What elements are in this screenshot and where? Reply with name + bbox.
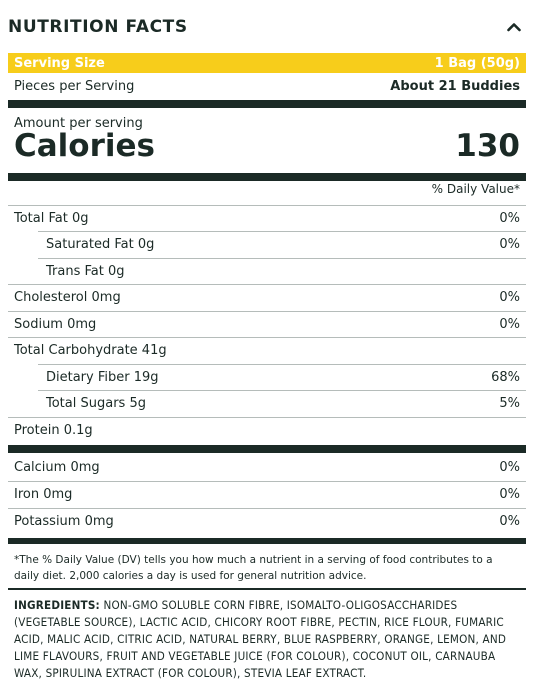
calories-label: Calories bbox=[14, 128, 155, 164]
nutrient-dv: 0% bbox=[499, 290, 520, 305]
nutrient-label: Cholesterol 0mg bbox=[14, 290, 121, 305]
panel-title: NUTRITION FACTS bbox=[8, 17, 188, 37]
pieces-per-serving-row: Pieces per Serving About 21 Buddies bbox=[8, 75, 526, 97]
nutrient-label: Calcium 0mg bbox=[14, 459, 100, 475]
ingredients-heading: INGREDIENTS: bbox=[14, 598, 100, 612]
nutrient-dv: 0% bbox=[499, 211, 520, 226]
nutrient-dv: 0% bbox=[499, 459, 520, 475]
chevron-up-icon[interactable] bbox=[502, 15, 526, 39]
pieces-label: Pieces per Serving bbox=[14, 78, 135, 94]
nutrient-label: Total Sugars 5g bbox=[46, 396, 146, 411]
panel-header[interactable]: NUTRITION FACTS bbox=[8, 10, 526, 44]
calories-row: Calories 130 bbox=[14, 128, 520, 164]
nutrient-label: Total Carbohydrate 41g bbox=[14, 343, 167, 358]
divider-thick bbox=[8, 445, 526, 453]
nutrient-row-total-sugars: Total Sugars 5g 5% bbox=[38, 390, 526, 416]
serving-size-label: Serving Size bbox=[14, 55, 105, 71]
divider-thick bbox=[8, 538, 526, 544]
nutrient-dv: 0% bbox=[499, 237, 520, 252]
nutrient-label: Sodium 0mg bbox=[14, 317, 97, 332]
divider-thick bbox=[8, 173, 526, 181]
nutrient-label: Total Fat 0g bbox=[14, 211, 89, 226]
nutrient-row-potassium: Potassium 0mg 0% bbox=[8, 508, 526, 534]
calories-value: 130 bbox=[455, 128, 520, 164]
nutrient-label: Dietary Fiber 19g bbox=[46, 370, 159, 385]
nutrient-row-cholesterol: Cholesterol 0mg 0% bbox=[8, 284, 526, 310]
nutrient-row-dietary-fiber: Dietary Fiber 19g 68% bbox=[38, 364, 526, 390]
serving-size-value: 1 Bag (50g) bbox=[434, 55, 520, 71]
nutrient-label: Trans Fat 0g bbox=[46, 264, 125, 279]
amount-per-serving-label: Amount per serving bbox=[14, 116, 143, 131]
daily-value-header: % Daily Value* bbox=[431, 182, 520, 196]
nutrient-dv: 0% bbox=[499, 487, 520, 502]
nutrient-row-total-fat: Total Fat 0g 0% bbox=[8, 205, 526, 231]
nutrient-label: Saturated Fat 0g bbox=[46, 237, 155, 252]
divider-thin bbox=[8, 588, 526, 590]
nutrient-row-calcium: Calcium 0mg 0% bbox=[8, 454, 526, 480]
nutrient-dv: 0% bbox=[499, 317, 520, 332]
daily-value-footnote: *The % Daily Value (DV) tells you how mu… bbox=[14, 554, 493, 582]
nutrient-dv: 0% bbox=[499, 514, 520, 529]
nutrient-row-sodium: Sodium 0mg 0% bbox=[8, 311, 526, 337]
nutrient-row-total-carbohydrate: Total Carbohydrate 41g bbox=[8, 337, 526, 363]
nutrient-row-trans-fat: Trans Fat 0g bbox=[38, 258, 526, 284]
serving-size-row: Serving Size 1 Bag (50g) bbox=[8, 53, 526, 73]
nutrient-dv: 5% bbox=[499, 396, 520, 411]
ingredients-list: INGREDIENTS: NON-GMO SOLUBLE CORN FIBRE,… bbox=[14, 597, 524, 682]
pieces-value: About 21 Buddies bbox=[390, 78, 520, 94]
nutrient-label: Protein 0.1g bbox=[14, 423, 93, 438]
nutrient-row-iron: Iron 0mg 0% bbox=[8, 481, 526, 507]
nutrient-row-protein: Protein 0.1g bbox=[8, 417, 526, 443]
nutrient-dv: 68% bbox=[491, 370, 520, 385]
divider-thick bbox=[8, 100, 526, 108]
ingredients-text: NON-GMO SOLUBLE CORN FIBRE, ISOMALTO-OLI… bbox=[14, 598, 507, 680]
nutrient-label: Potassium 0mg bbox=[14, 514, 114, 529]
nutrient-row-saturated-fat: Saturated Fat 0g 0% bbox=[38, 231, 526, 257]
nutrient-label: Iron 0mg bbox=[14, 487, 73, 502]
